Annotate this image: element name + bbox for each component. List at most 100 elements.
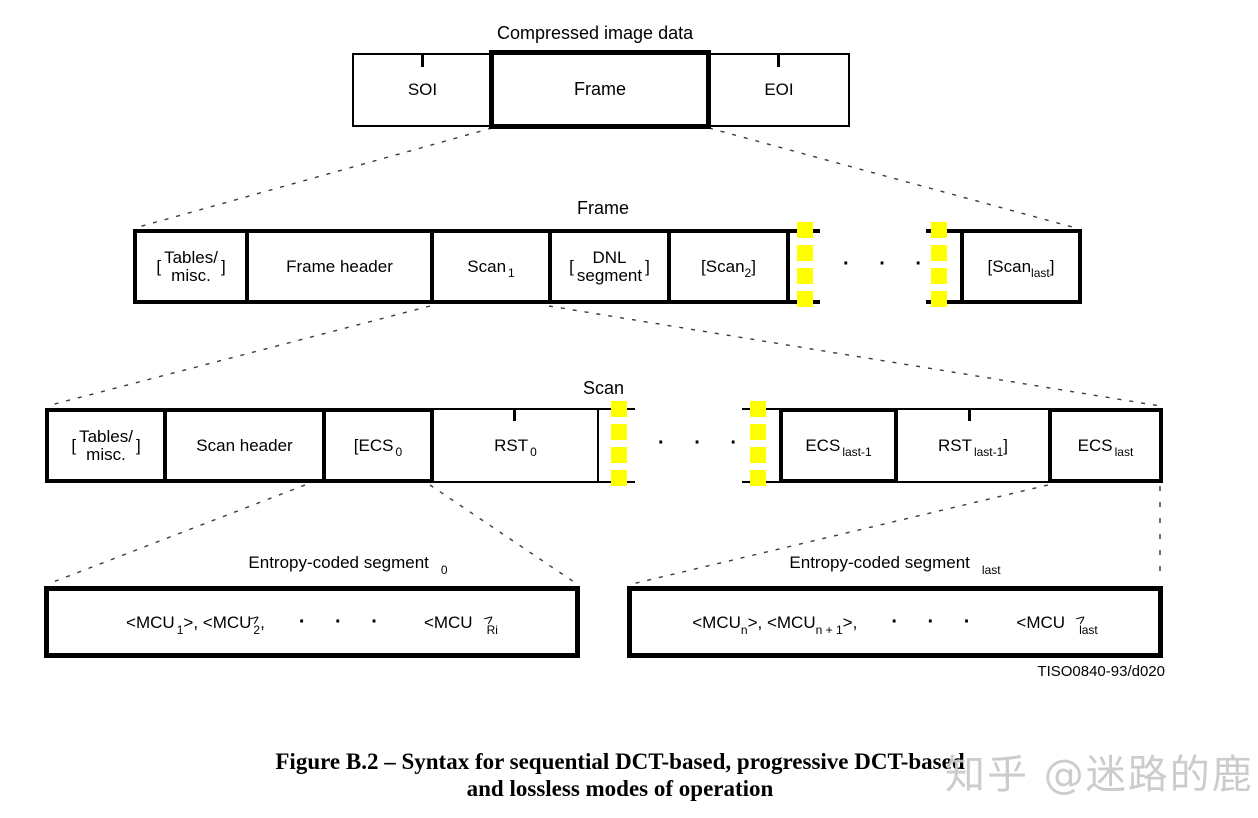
ellipsis-row2: · · ·: [843, 253, 935, 275]
mcu-text: >,: [842, 612, 858, 632]
ecslast-label: ECS: [1077, 435, 1113, 455]
connector-ecs0-left: [47, 484, 306, 585]
figure-caption: Figure B.2 – Syntax for sequential DCT-b…: [120, 748, 1120, 802]
connector-frame-right: [708, 127, 1077, 229]
frame-row-label: Frame: [577, 198, 630, 218]
bracket-close: ]: [220, 256, 226, 276]
mcu-subscript: n + 1: [815, 622, 843, 637]
ecslast1-subscript: last-1: [842, 444, 872, 459]
frame-label: Frame: [573, 79, 626, 99]
rstlast1-label: RST: [937, 435, 972, 455]
scan-header-box: Scan header: [163, 408, 326, 483]
scan2-box: [Scan 2]: [667, 229, 790, 304]
tick-rst0: [513, 410, 516, 421]
zhihu-watermark: 知乎 @迷路的鹿: [945, 752, 1254, 798]
scanlast-box: [Scan last]: [960, 229, 1082, 304]
tiso-reference: TISO0840-93/d020: [1037, 663, 1165, 680]
scan-header-label: Scan header: [196, 435, 293, 455]
scanlast-label: Scan: [992, 256, 1032, 276]
gt-overlay: >: [480, 609, 498, 629]
rst0-subscript: 0: [530, 444, 537, 459]
dnl-line1: DNL: [592, 247, 627, 267]
rstlast1-box: RST last-1]: [898, 408, 1048, 483]
scan1-subscript: 1: [508, 265, 515, 280]
connector-scan-right: [548, 305, 1161, 407]
tick-rstlast1: [968, 410, 971, 421]
mcu-subscript: n: [740, 622, 748, 637]
mcu-text: <MCU: [1016, 612, 1066, 632]
dnl-segment-box: [ DNL segment ]: [548, 229, 671, 304]
connector-scan-left: [46, 305, 431, 407]
bracket-close: ]: [135, 435, 141, 455]
connector-frame-left: [134, 127, 493, 229]
entropy-label-text: Entropy-coded segment: [248, 553, 429, 572]
tables-line2: misc.: [86, 444, 126, 464]
entropy-segment-0-box: <MCU 1>, <MCU >2, · · · <MCU > Ri: [44, 586, 580, 658]
mcu-text: <MCU: [692, 612, 741, 632]
bracket-close: ]: [645, 256, 650, 276]
dnl-line2: segment: [576, 265, 643, 285]
tick-eoi: [777, 55, 780, 67]
tables-line2: misc.: [171, 265, 211, 285]
eoi-label: EOI: [764, 80, 794, 99]
mcu-text: >, <MCU: [747, 612, 816, 632]
yellow-continuation-dash: [797, 222, 813, 311]
tables-line1: Tables/: [164, 247, 218, 267]
scanlast-subscript: last: [1031, 265, 1050, 280]
mcu-subscript-overlapped: > Ri: [480, 609, 498, 637]
yellow-continuation-dash: [611, 401, 627, 489]
tick-soi: [421, 55, 424, 67]
bracket-close: ]: [1049, 256, 1055, 276]
mcu-subscript-overlapped: > last: [1072, 609, 1098, 637]
frame-header-box: Frame header: [245, 229, 434, 304]
ecs0-label: ECS: [358, 435, 394, 455]
scan1-box: Scan 1: [430, 229, 552, 304]
tables-line1: Tables/: [79, 426, 133, 446]
bracket-close: ]: [1003, 435, 1009, 455]
mcu-text: ,: [260, 612, 265, 632]
connector-ecs0-right: [429, 484, 578, 585]
mcu-sequence-last: <MCUn>, <MCUn + 1>, · · · <MCU > last: [692, 609, 1098, 637]
ecslast1-label: ECS: [805, 435, 841, 455]
entropy-segment-last-label: Entropy-coded segment last: [627, 553, 1163, 577]
mcu-sequence-0: <MCU 1>, <MCU >2, · · · <MCU > Ri: [126, 609, 498, 637]
scan2-subscript: 2: [744, 265, 752, 280]
frame-tables-misc-box: [ Tables/ misc. ]: [133, 229, 249, 304]
ecs0-subscript: 0: [395, 444, 403, 459]
bracket-open: [: [353, 435, 359, 455]
soi-label: SOI: [407, 80, 438, 99]
mcu-text: >, <MCU: [183, 612, 252, 632]
caption-line1: Figure B.2 – Syntax for sequential DCT-b…: [275, 749, 965, 774]
entropy-label-subscript: 0: [440, 563, 448, 577]
frame-box: Frame: [489, 50, 711, 129]
rstlast1-subscript: last-1: [973, 444, 1004, 459]
bracket-close: ]: [751, 256, 756, 276]
bracket-open: [: [569, 256, 574, 276]
rst0-label: RST: [494, 435, 529, 455]
bracket-open: [: [156, 256, 162, 276]
ellipsis-row3: · · ·: [658, 432, 750, 454]
bracket-open: [: [701, 256, 706, 276]
ecslast-box: ECS last: [1048, 408, 1163, 483]
bracket-open: [: [71, 435, 77, 455]
rst0-box: RST 0: [434, 408, 599, 483]
ecs0-box: [ECS 0: [322, 408, 434, 483]
scan2-label: Scan: [705, 256, 745, 276]
bracket-open: [: [987, 256, 993, 276]
mcu-subscript: 1: [176, 622, 184, 637]
mcu-text: <MCU: [126, 612, 175, 632]
scan-tables-misc-box: [ Tables/ misc. ]: [45, 408, 167, 483]
frame-header-label: Frame header: [286, 256, 393, 276]
entropy-label-text: Entropy-coded segment: [789, 553, 970, 572]
ellipsis-mcu: · · ·: [298, 610, 390, 633]
compressed-image-data-label: Compressed image data: [497, 23, 694, 43]
mcu-subscript-overlapped: >2: [247, 609, 265, 637]
entropy-label-subscript: last: [981, 563, 1001, 577]
scan-row-label: Scan: [583, 378, 625, 398]
caption-line2: and lossless modes of operation: [466, 776, 774, 801]
ecslast-subscript: last: [1114, 444, 1134, 459]
yellow-continuation-dash: [750, 401, 766, 489]
ecslast1-box: ECS last-1: [779, 408, 898, 483]
